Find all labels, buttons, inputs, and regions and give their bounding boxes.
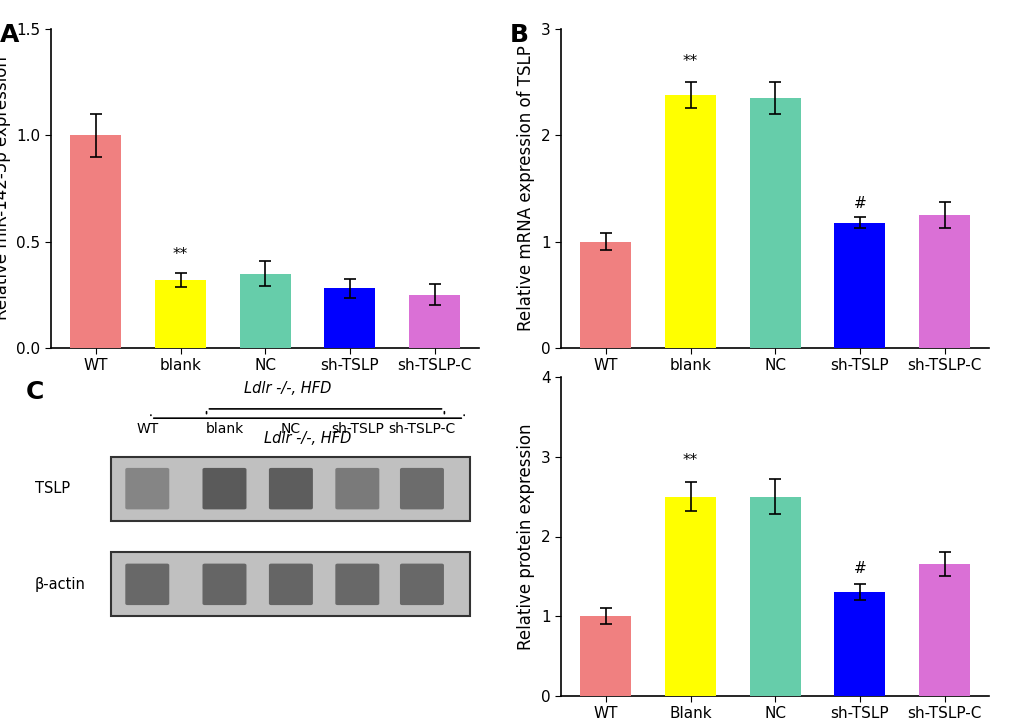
Text: blank: blank (205, 422, 244, 436)
Text: β-actin: β-actin (35, 577, 86, 592)
Bar (324, 289, 375, 348)
Text: sh-TSLP: sh-TSLP (330, 422, 383, 436)
Bar (580, 616, 631, 696)
Bar (239, 273, 290, 348)
Bar (155, 280, 206, 348)
Bar (918, 564, 969, 696)
Bar (580, 241, 631, 348)
FancyBboxPatch shape (399, 563, 443, 605)
Y-axis label: Relative protein expression: Relative protein expression (517, 423, 535, 650)
Bar (664, 95, 715, 348)
Text: A: A (0, 22, 19, 46)
Text: #: # (853, 561, 865, 576)
Text: WT: WT (136, 422, 158, 436)
Bar (70, 136, 121, 348)
Bar (749, 98, 800, 348)
Y-axis label: Relative mRNA expression of TSLP: Relative mRNA expression of TSLP (517, 46, 535, 331)
Bar (664, 497, 715, 696)
Bar (834, 592, 884, 696)
FancyBboxPatch shape (203, 468, 247, 510)
FancyBboxPatch shape (111, 552, 470, 616)
Text: TSLP: TSLP (35, 481, 70, 496)
FancyBboxPatch shape (335, 468, 379, 510)
FancyBboxPatch shape (335, 563, 379, 605)
Text: Ldlr -/-, HFD: Ldlr -/-, HFD (773, 431, 860, 446)
Text: NC: NC (280, 422, 301, 436)
Text: **: ** (683, 54, 697, 70)
Text: **: ** (683, 453, 697, 468)
FancyBboxPatch shape (269, 468, 313, 510)
Text: Ldlr -/-, HFD: Ldlr -/-, HFD (244, 381, 331, 396)
Bar (918, 215, 969, 348)
FancyBboxPatch shape (269, 563, 313, 605)
Text: Ldlr -/-, HFD: Ldlr -/-, HFD (264, 431, 351, 446)
Text: #: # (853, 196, 865, 211)
Text: sh-TSLP-C: sh-TSLP-C (388, 422, 455, 436)
Y-axis label: Relative miR-142-5p expression: Relative miR-142-5p expression (0, 57, 11, 320)
Bar (409, 295, 460, 348)
Bar (834, 223, 884, 348)
Text: C: C (26, 380, 45, 405)
FancyBboxPatch shape (111, 457, 470, 521)
FancyBboxPatch shape (203, 563, 247, 605)
Bar (749, 497, 800, 696)
FancyBboxPatch shape (125, 563, 169, 605)
FancyBboxPatch shape (399, 468, 443, 510)
Text: **: ** (173, 247, 187, 262)
Text: B: B (510, 22, 528, 46)
FancyBboxPatch shape (125, 468, 169, 510)
